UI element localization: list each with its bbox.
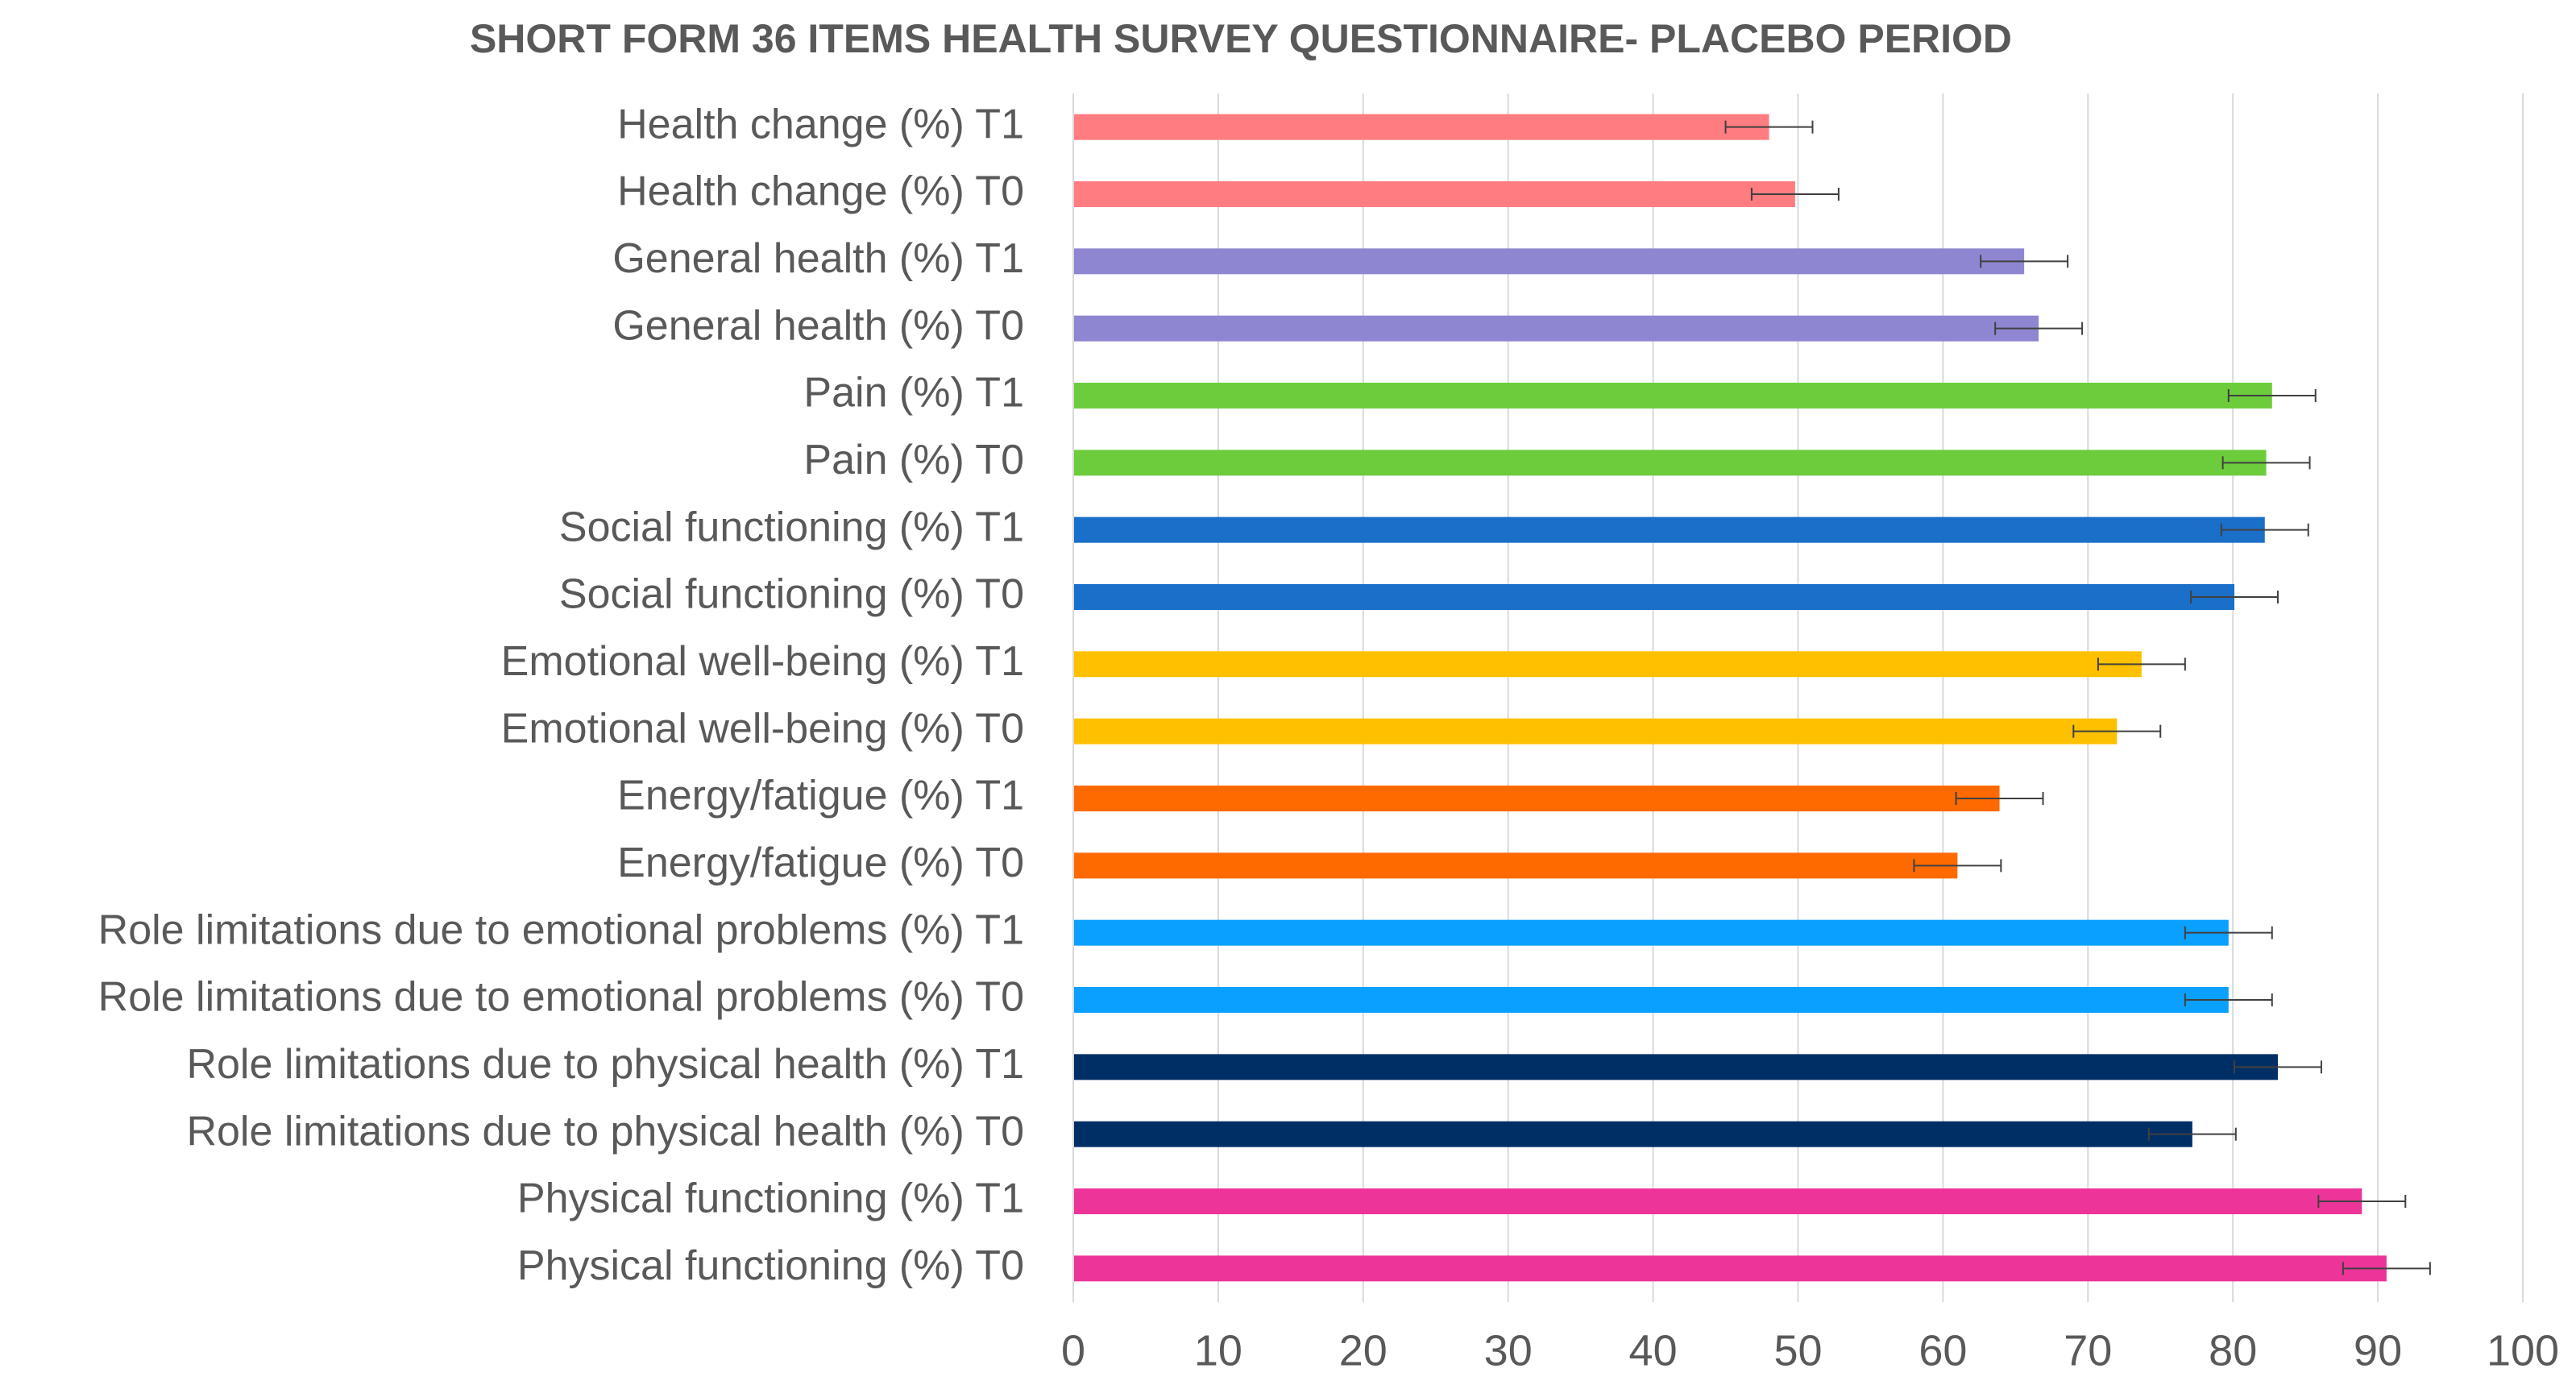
chart-title: SHORT FORM 36 ITEMS HEALTH SURVEY QUESTI… bbox=[470, 16, 2012, 61]
bar bbox=[1073, 450, 2267, 476]
y-tick-label: Role limitations due to emotional proble… bbox=[98, 974, 1024, 1021]
y-tick-label: Pain (%) T1 bbox=[803, 370, 1024, 417]
bar bbox=[1073, 1121, 2192, 1147]
y-tick-label: General health (%) T0 bbox=[612, 302, 1024, 349]
x-tick-label: 60 bbox=[1919, 1326, 1967, 1375]
y-tick-label: Physical functioning (%) T0 bbox=[517, 1242, 1024, 1289]
y-tick-label: Emotional well-being (%) T0 bbox=[501, 705, 1024, 752]
y-tick-label: Physical functioning (%) T1 bbox=[517, 1176, 1024, 1222]
bar bbox=[1073, 584, 2234, 610]
x-tick-label: 70 bbox=[2064, 1326, 2112, 1375]
bar bbox=[1073, 315, 2039, 342]
bar bbox=[1073, 1255, 2387, 1282]
bar bbox=[1073, 786, 2000, 811]
bar bbox=[1073, 919, 2229, 946]
x-tick-label: 20 bbox=[1339, 1326, 1388, 1375]
bar bbox=[1073, 987, 2229, 1013]
y-tick-label: Health change (%) T0 bbox=[617, 168, 1024, 215]
x-tick-label: 40 bbox=[1629, 1326, 1678, 1375]
bar bbox=[1073, 651, 2142, 678]
y-tick-label: Role limitations due to emotional proble… bbox=[98, 906, 1024, 953]
bar bbox=[1073, 114, 1769, 140]
bar bbox=[1073, 248, 2025, 275]
x-tick-label: 50 bbox=[1773, 1326, 1822, 1375]
bar bbox=[1073, 383, 2272, 408]
y-tick-label: Emotional well-being (%) T1 bbox=[501, 638, 1024, 685]
x-tick-label: 90 bbox=[2354, 1326, 2402, 1375]
y-tick-label: General health (%) T1 bbox=[612, 235, 1024, 282]
bar bbox=[1073, 1054, 2278, 1080]
y-tick-label: Role limitations due to physical health … bbox=[186, 1041, 1024, 1088]
bar bbox=[1073, 181, 1795, 207]
bar bbox=[1073, 516, 2265, 543]
x-tick-label: 80 bbox=[2209, 1326, 2257, 1375]
y-tick-label: Health change (%) T1 bbox=[617, 101, 1024, 147]
x-tick-label: 0 bbox=[1061, 1326, 1085, 1375]
x-tick-label: 30 bbox=[1484, 1326, 1533, 1375]
x-tick-label: 100 bbox=[2487, 1326, 2559, 1375]
bar bbox=[1073, 852, 1958, 879]
y-tick-label: Pain (%) T0 bbox=[803, 437, 1024, 483]
y-tick-label: Energy/fatigue (%) T1 bbox=[617, 773, 1024, 819]
bar bbox=[1073, 718, 2118, 744]
bar bbox=[1073, 1188, 2362, 1214]
y-tick-label: Role limitations due to physical health … bbox=[186, 1108, 1024, 1155]
y-tick-label: Social functioning (%) T0 bbox=[559, 571, 1024, 618]
x-tick-label: 10 bbox=[1194, 1326, 1242, 1375]
y-tick-label: Social functioning (%) T1 bbox=[559, 504, 1024, 550]
y-tick-label: Energy/fatigue (%) T0 bbox=[617, 840, 1024, 886]
